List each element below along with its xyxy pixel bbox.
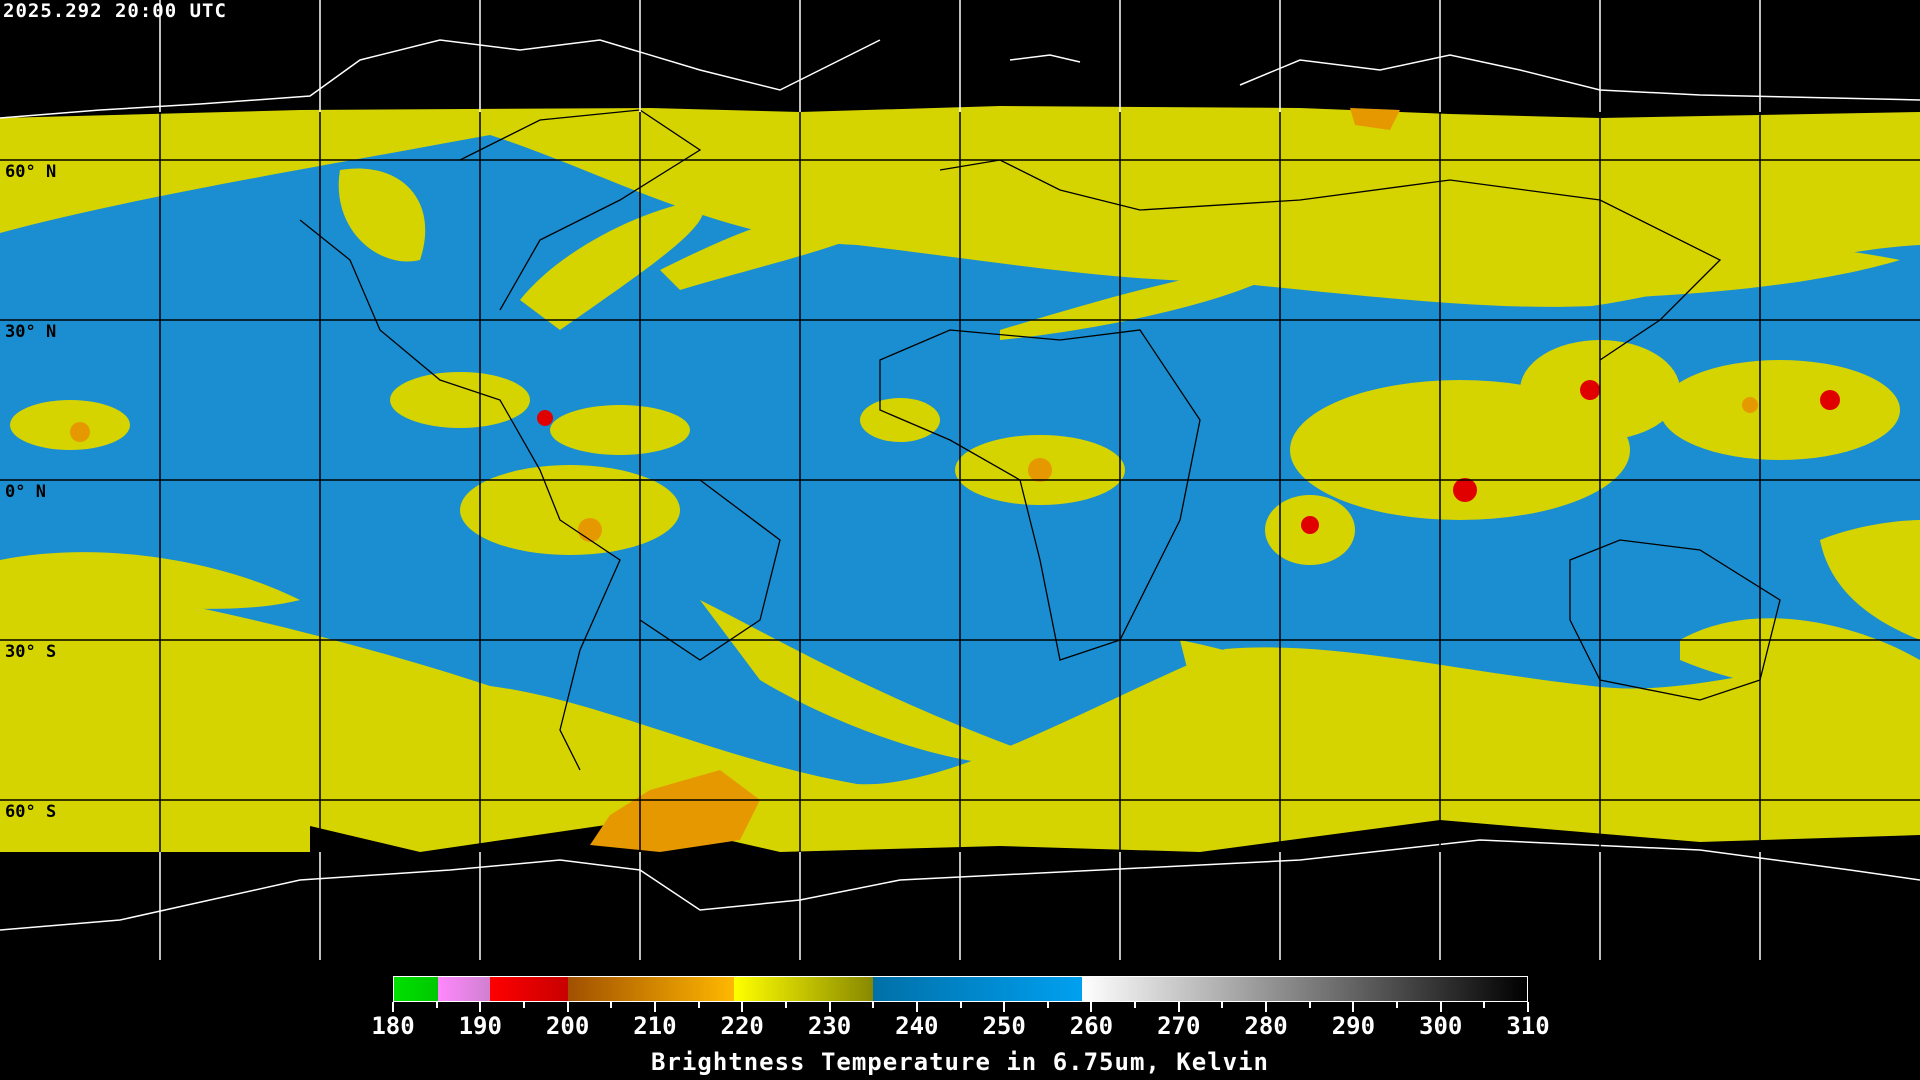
colorbar-tick-label: 290 — [1331, 1012, 1376, 1040]
colorbar-segment — [1082, 977, 1527, 1001]
colorbar-segment — [489, 977, 569, 1001]
colorbar-tick — [828, 1002, 831, 1012]
colorbar-tick — [1483, 1002, 1486, 1008]
colorbar-tick-label: 180 — [371, 1012, 415, 1040]
colorbar-tick — [653, 1002, 656, 1012]
colorbar-tick-label: 200 — [545, 1012, 590, 1040]
colorbar-tick-label: 210 — [633, 1012, 677, 1040]
colorbar-tick — [872, 1002, 875, 1008]
cold-region — [1350, 108, 1400, 130]
colorbar-tick — [1527, 1002, 1529, 1012]
colorbar-tick-label: 250 — [982, 1012, 1026, 1040]
colorbar-tick — [1046, 1002, 1049, 1008]
colorbar-tick — [479, 1002, 482, 1012]
colorbar-tick — [435, 1002, 438, 1008]
lat-lon-grid — [159, 0, 1761, 960]
colorbar-tick — [392, 1002, 394, 1012]
lat-label-60n: 60° N — [5, 162, 57, 182]
colorbar — [393, 976, 1528, 1002]
moisture-plumes — [0, 168, 1920, 766]
colorbar-tick — [1352, 1002, 1355, 1012]
colorbar-tick-label: 240 — [895, 1012, 939, 1040]
colorbar-tick — [1265, 1002, 1268, 1012]
colorbar-tick — [1090, 1002, 1093, 1012]
colorbar-tick — [697, 1002, 700, 1008]
colorbar-tick-label: 310 — [1506, 1012, 1550, 1040]
colorbar-segment — [394, 977, 438, 1001]
colorbar-tick-label: 260 — [1069, 1012, 1114, 1040]
convection-clusters — [10, 340, 1900, 565]
colorbar-tick — [610, 1002, 613, 1008]
colorbar-tick — [1003, 1002, 1006, 1012]
colorbar-segment — [437, 977, 490, 1001]
colorbar-tick — [959, 1002, 962, 1008]
colorbar-tick — [1177, 1002, 1180, 1012]
colorbar-tick-label: 270 — [1157, 1012, 1201, 1040]
colorbar-tick-label: 300 — [1419, 1012, 1463, 1040]
colorbar-tick — [1439, 1002, 1442, 1012]
colorbar-segment — [733, 977, 874, 1001]
colorbar-tick — [1134, 1002, 1137, 1008]
colorbar-tick — [1221, 1002, 1224, 1008]
colorbar-tick-label: 190 — [458, 1012, 502, 1040]
lat-label-60s: 60° S — [5, 802, 57, 822]
colorbar-tick — [915, 1002, 918, 1012]
colorbar-tick — [784, 1002, 787, 1008]
colorbar-segment — [568, 977, 734, 1001]
water-vapor-map — [0, 0, 1920, 960]
timestamp: 2025.292 20:00 UTC — [3, 0, 227, 22]
lat-label-0: 0° N — [5, 482, 46, 502]
colorbar-tick — [1308, 1002, 1311, 1008]
colorbar-tick-label: 280 — [1244, 1012, 1288, 1040]
colorbar-segment — [873, 977, 1083, 1001]
colorbar-tick — [1396, 1002, 1399, 1008]
colorbar-tick-label: 220 — [720, 1012, 764, 1040]
lat-label-30n: 30° N — [5, 322, 57, 342]
colorbar-title: Brightness Temperature in 6.75um, Kelvin — [651, 1048, 1269, 1076]
cold-region — [590, 770, 760, 852]
colorbar-tick — [522, 1002, 525, 1008]
lat-label-30s: 30° S — [5, 642, 57, 662]
colorbar-tick — [741, 1002, 744, 1012]
colorbar-tick — [566, 1002, 569, 1012]
colorbar-tick-label: 230 — [807, 1012, 852, 1040]
